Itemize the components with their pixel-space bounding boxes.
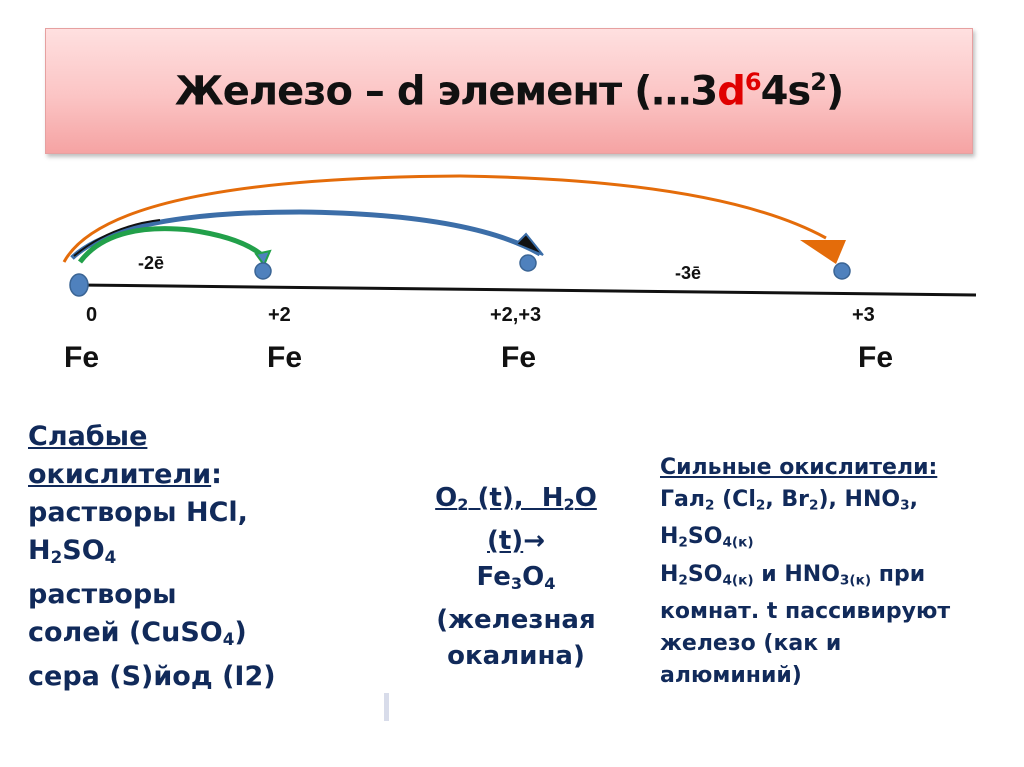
text: ) — [234, 617, 247, 649]
text: O — [574, 483, 597, 513]
text: O — [435, 483, 458, 513]
mid-line-scale: окалина) — [447, 641, 585, 672]
strong-line-room-temp: комнат. t пассивируют — [660, 599, 951, 625]
slide-title: Железо – d элемент (…3d64s2) — [174, 67, 844, 115]
weak-heading-1: Слабые — [28, 421, 148, 452]
point-plus3 — [833, 262, 851, 280]
subscript: 2 — [457, 495, 469, 515]
text: H — [660, 561, 679, 587]
oxidation-state-plus2: +2 — [268, 304, 291, 326]
subscript: 2 — [704, 497, 715, 514]
weak-line-hcl: растворы HCl, — [28, 497, 248, 528]
strong-line-passivation: H2SO4(к) и HNO3(к) при — [660, 559, 950, 596]
arc-0-to-plus3 — [62, 174, 827, 263]
subscript: 2 — [809, 497, 819, 514]
subscript: 2 — [755, 497, 766, 514]
weak-heading-2-row: окислители: — [28, 456, 276, 494]
text-cursor-mark — [384, 693, 389, 721]
title-d-highlight: d — [717, 68, 746, 115]
mid-line-iron: (железная — [436, 605, 596, 636]
arrowhead-blue-icon — [514, 232, 544, 256]
text: , — [909, 487, 918, 512]
text: Fe — [476, 562, 511, 593]
strong-heading: Сильные окислители: — [660, 455, 938, 480]
strong-oxidizers-block: Сильные окислители: Гал2 (Cl2, Br2), HNO… — [660, 452, 950, 692]
text: Гал — [660, 487, 705, 512]
subscript: 4 — [104, 547, 117, 568]
point-plus2-plus3 — [519, 254, 537, 272]
strong-line-aluminum: алюминий) — [660, 663, 802, 689]
title-4s: 4s — [760, 68, 812, 115]
oxidation-number-line — [62, 174, 977, 297]
arrowhead-green-icon — [254, 249, 272, 268]
text: O — [522, 562, 545, 593]
strong-line-halogens: Гал2 (Cl2, Br2), HNO3, — [660, 484, 950, 521]
oxidation-state-0: 0 — [86, 304, 98, 326]
subscript: 2 — [678, 572, 688, 589]
point-0 — [69, 273, 89, 297]
subscript: 4(к) — [722, 534, 754, 551]
arrowhead-orange-icon — [800, 240, 846, 264]
element-fe-plus3: Fe — [858, 341, 894, 374]
text: SO — [687, 524, 723, 550]
label-minus-2e: -2ē — [138, 253, 165, 273]
mid-line-fe3o4: Fe3O4 — [398, 559, 634, 602]
text: (t) — [487, 526, 524, 557]
weak-heading-colon: : — [211, 459, 222, 490]
mid-line-reagents: O2 (t), H2O — [398, 480, 634, 523]
text: (t), H — [468, 483, 564, 513]
text: при — [871, 561, 926, 587]
mid-line-arrow: (t)→ — [398, 523, 634, 559]
oxidation-state-plus2-plus3: +2,+3 — [490, 304, 542, 326]
weak-line-salts: солей (CuSO4) — [28, 614, 276, 658]
subscript: 3(к) — [839, 572, 872, 589]
oxygen-water-block: O2 (t), H2O (t)→ Fe3O4 (железная окалина… — [398, 480, 634, 674]
text: , Br — [765, 487, 809, 512]
subscript: 2 — [678, 534, 688, 551]
subscript: 4 — [544, 574, 556, 594]
axis-line — [77, 283, 977, 297]
arc-0-to-plus2-plus3 — [70, 209, 542, 260]
arrow-right-icon: → — [523, 526, 545, 557]
strong-line-h2so4: H2SO4(к) — [660, 521, 950, 558]
subscript: 4(к) — [722, 572, 754, 589]
weak-oxidizers-block: Слабые окислители: растворы HCl, H2SO4 р… — [28, 418, 276, 696]
weak-heading-2: окислители — [28, 459, 212, 490]
subscript: 3 — [900, 497, 910, 514]
label-minus-3e: -3ē — [675, 263, 702, 283]
text: SO — [62, 535, 105, 566]
title-prefix: Железо – d элемент (…3 — [174, 68, 718, 115]
subscript: 2 — [50, 547, 63, 568]
subscript: 2 — [563, 495, 575, 515]
subscript: 4 — [222, 629, 235, 650]
point-plus2 — [254, 262, 272, 280]
text: H — [28, 535, 51, 566]
title-d-superscript: 6 — [744, 67, 762, 96]
oxidation-state-plus3: +3 — [852, 304, 875, 326]
text: (Cl — [714, 487, 756, 512]
element-fe-plus2: Fe — [267, 341, 303, 374]
weak-line-sulfur-iodine: сера (S)йод (I2) — [28, 661, 276, 693]
strong-line-iron: железо (как и — [660, 631, 842, 657]
weak-line-h2so4: H2SO4 — [28, 532, 276, 576]
title-banner: Железо – d элемент (…3d64s2) — [45, 28, 973, 154]
title-suffix: ) — [825, 68, 844, 115]
text: солей (CuSO — [28, 617, 223, 649]
text: H — [660, 524, 679, 550]
element-fe-plus2-plus3: Fe — [501, 341, 537, 374]
element-fe-0: Fe — [64, 341, 100, 374]
weak-line-solutions: растворы — [28, 579, 177, 611]
text: и HNO — [753, 561, 840, 587]
text: SO — [687, 561, 723, 587]
arc-0-to-plus2 — [78, 226, 267, 264]
title-s-superscript: 2 — [810, 67, 827, 96]
subscript: 3 — [510, 574, 523, 594]
text: ), HNO — [818, 487, 901, 512]
